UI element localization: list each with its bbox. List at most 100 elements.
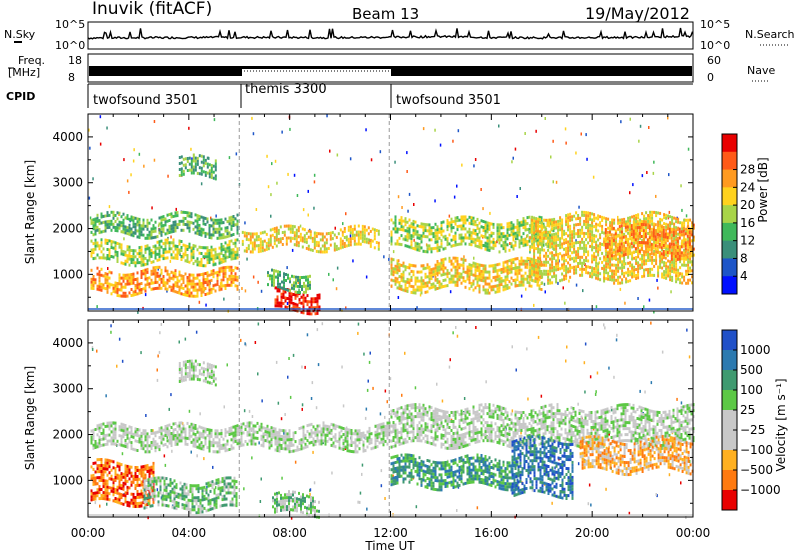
- range-cell: [217, 231, 219, 234]
- range-cell: [219, 270, 221, 273]
- range-cell: [129, 233, 131, 236]
- range-cell: [135, 430, 137, 433]
- range-cell: [581, 232, 583, 235]
- range-cell: [485, 224, 487, 227]
- range-cell: [209, 175, 211, 178]
- range-cell: [395, 215, 397, 218]
- range-cell: [667, 233, 669, 236]
- range-cell: [111, 240, 113, 243]
- range-cell: [593, 216, 595, 219]
- range-cell: [229, 275, 231, 278]
- range-cell: [284, 225, 286, 228]
- range-cell: [141, 252, 143, 255]
- range-cell: [627, 274, 629, 277]
- range-cell: [231, 219, 233, 222]
- range-cell: [497, 284, 499, 287]
- range-cell: [535, 268, 537, 271]
- range-cell: [517, 222, 519, 225]
- range-cell: [123, 280, 125, 283]
- range-cell: [507, 228, 509, 231]
- range-cell: [111, 271, 113, 274]
- range-cell: [569, 237, 571, 240]
- range-cell: [517, 272, 519, 275]
- range-cell: [541, 275, 543, 278]
- range-cell: [687, 267, 689, 270]
- range-cell: [195, 166, 197, 169]
- range-cell: [485, 242, 487, 245]
- range-cell: [665, 245, 667, 248]
- range-cell: [629, 261, 631, 264]
- scatter-point: [456, 509, 458, 512]
- range-cell: [619, 246, 621, 249]
- range-cell: [677, 249, 679, 252]
- range-cell: [419, 280, 421, 283]
- scatter-point: [455, 326, 457, 329]
- range-cell: [107, 291, 109, 294]
- range-cell: [529, 266, 531, 269]
- range-cell: [667, 245, 669, 248]
- range-cell: [533, 244, 535, 247]
- range-cell: [519, 269, 521, 272]
- range-cell: [93, 248, 95, 251]
- scatter-point: [404, 352, 406, 355]
- range-cell: [147, 277, 149, 280]
- range-cell: [683, 239, 685, 242]
- range-cell: [581, 241, 583, 244]
- range-cell: [467, 275, 469, 278]
- colorbar-tick-label: 16: [740, 216, 755, 230]
- scatter-point: [366, 508, 368, 511]
- range-cell: [629, 243, 631, 246]
- range-cell: [147, 259, 149, 262]
- scatter-point: [95, 501, 97, 504]
- range-cell: [131, 447, 133, 450]
- range-cell: [143, 444, 145, 447]
- range-cell: [105, 287, 107, 290]
- range-cell: [231, 284, 233, 287]
- range-cell: [663, 253, 665, 256]
- range-cell: [411, 285, 413, 288]
- range-cell: [301, 288, 303, 291]
- range-cell: [201, 246, 203, 249]
- range-cell: [509, 225, 511, 228]
- range-cell: [643, 241, 645, 244]
- range-cell: [340, 243, 342, 246]
- range-cell: [117, 226, 119, 229]
- range-cell: [101, 274, 103, 277]
- range-cell: [547, 273, 549, 276]
- range-cell: [195, 369, 197, 372]
- range-cell: [559, 267, 561, 270]
- range-cell: [280, 240, 282, 243]
- range-cell: [489, 286, 491, 289]
- range-cell: [332, 231, 334, 234]
- range-cell: [127, 437, 129, 440]
- range-cell: [479, 231, 481, 234]
- range-cell: [645, 235, 647, 238]
- range-cell: [687, 256, 689, 259]
- range-cell: [485, 230, 487, 233]
- range-cell: [437, 246, 439, 249]
- range-cell: [591, 254, 593, 257]
- range-cell: [221, 261, 223, 264]
- range-cell: [115, 285, 117, 288]
- range-cell: [673, 243, 675, 246]
- range-cell: [663, 213, 665, 216]
- range-cell: [235, 223, 237, 226]
- range-cell: [547, 270, 549, 273]
- range-cell: [679, 234, 681, 237]
- range-cell: [113, 223, 115, 226]
- range-cell: [539, 242, 541, 245]
- range-cell: [473, 274, 475, 277]
- range-cell: [303, 282, 305, 285]
- range-cell: [399, 269, 401, 272]
- range-cell: [149, 282, 151, 285]
- range-cell: [207, 252, 209, 255]
- range-cell: [541, 288, 543, 291]
- range-cell: [397, 231, 399, 234]
- range-cell: [131, 282, 133, 285]
- range-cell: [607, 266, 609, 269]
- range-cell: [617, 264, 619, 267]
- range-cell: [145, 278, 147, 281]
- range-cell: [403, 238, 405, 241]
- range-cell: [201, 373, 203, 376]
- range-cell: [308, 236, 310, 239]
